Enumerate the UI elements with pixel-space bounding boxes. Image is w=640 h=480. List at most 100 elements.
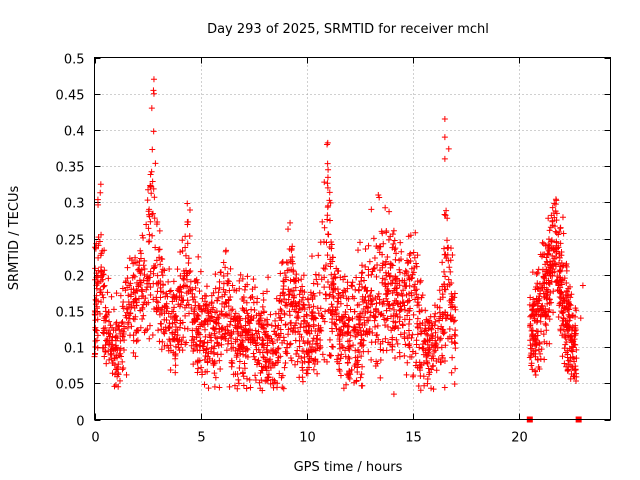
data-point [257, 349, 264, 356]
data-point [259, 340, 266, 347]
data-point [140, 234, 147, 241]
data-point [139, 286, 146, 293]
data-point [375, 191, 382, 198]
data-point [95, 201, 102, 208]
data-point [579, 282, 586, 289]
data-point [345, 343, 352, 350]
data-point [196, 331, 203, 338]
data-point [420, 359, 427, 366]
data-point [120, 299, 127, 306]
data-point [210, 362, 217, 369]
data-point [147, 268, 154, 275]
data-point [287, 219, 294, 226]
data-point [230, 371, 237, 378]
data-point [197, 321, 204, 328]
data-point [313, 335, 320, 342]
data-point [101, 317, 108, 324]
data-point [97, 189, 104, 196]
data-point [404, 312, 411, 319]
data-point [353, 358, 360, 365]
data-point [549, 252, 556, 259]
data-point [292, 361, 299, 368]
data-point [125, 292, 132, 299]
data-point [341, 320, 348, 327]
data-point [542, 311, 549, 318]
data-point [185, 301, 192, 308]
data-point [437, 335, 444, 342]
data-point [92, 338, 99, 345]
data-point [145, 225, 152, 232]
data-point [442, 342, 449, 349]
data-point [544, 300, 551, 307]
data-point [234, 325, 241, 332]
data-point [264, 316, 271, 323]
data-point [563, 279, 570, 286]
data-point [233, 354, 240, 361]
data-point [146, 213, 153, 220]
data-point [442, 286, 449, 293]
data-point [356, 320, 363, 327]
data-point [451, 380, 458, 387]
data-point [406, 340, 413, 347]
data-point [208, 299, 215, 306]
data-point [237, 341, 244, 348]
data-point [344, 359, 351, 366]
data-point [349, 315, 356, 322]
data-point [556, 302, 563, 309]
data-point [350, 327, 357, 334]
data-point [407, 258, 414, 265]
data-point [425, 365, 432, 372]
data-point [196, 288, 203, 295]
data-point [131, 316, 138, 323]
data-point [191, 308, 198, 315]
data-point [572, 341, 579, 348]
data-point [161, 342, 168, 349]
data-point [300, 337, 307, 344]
data-point [237, 271, 244, 278]
data-point [212, 334, 219, 341]
data-point [228, 340, 235, 347]
data-point [232, 310, 239, 317]
data-point [285, 226, 292, 233]
data-point [564, 354, 571, 361]
data-point [371, 255, 378, 262]
data-point [178, 341, 185, 348]
data-point [352, 347, 359, 354]
data-point [450, 318, 457, 325]
data-point [115, 323, 122, 330]
data-point [357, 316, 364, 323]
data-point [269, 348, 276, 355]
data-point [555, 313, 562, 320]
data-point [240, 294, 247, 301]
data-point [312, 271, 319, 278]
data-point [111, 355, 118, 362]
data-point [435, 325, 442, 332]
data-point [386, 273, 393, 280]
data-point [239, 369, 246, 376]
data-point [193, 316, 200, 323]
data-point [401, 302, 408, 309]
data-point [394, 340, 401, 347]
data-point [122, 287, 129, 294]
data-point [263, 288, 270, 295]
data-point [399, 277, 406, 284]
data-point [241, 360, 248, 367]
data-point [155, 327, 162, 334]
data-point [217, 269, 224, 276]
data-point [180, 275, 187, 282]
data-point [210, 318, 217, 325]
data-point [126, 282, 133, 289]
data-point [145, 299, 152, 306]
data-point [402, 341, 409, 348]
data-point [396, 266, 403, 273]
data-point [204, 359, 211, 366]
data-point [546, 227, 553, 234]
data-point [330, 275, 337, 282]
data-point [362, 284, 369, 291]
data-point [359, 363, 366, 370]
data-point [369, 268, 376, 275]
data-point [396, 278, 403, 285]
data-point [216, 278, 223, 285]
data-point [337, 294, 344, 301]
data-point [141, 265, 148, 272]
